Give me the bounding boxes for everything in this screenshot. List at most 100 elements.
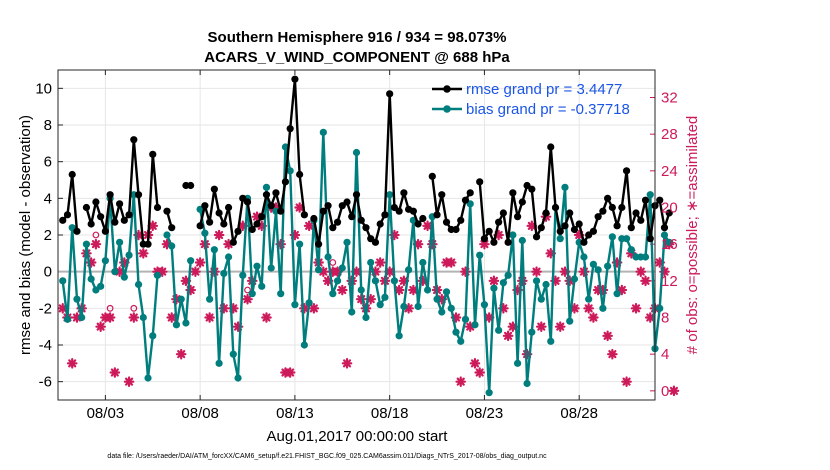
rmse-point: [187, 181, 195, 190]
rmse-point: [229, 238, 237, 246]
bias-point: [300, 341, 308, 349]
y-right-tick-label: 20: [661, 200, 678, 217]
bias-point: [144, 374, 152, 382]
bias-point: [442, 288, 451, 296]
rmse-point: [433, 211, 441, 219]
rmse-point: [532, 233, 541, 241]
bias-point: [153, 271, 162, 279]
rmse-line: [85, 138, 159, 246]
rmse-point: [115, 200, 124, 208]
x-tick-label: 08/08: [181, 405, 219, 422]
bias-point: [627, 246, 635, 254]
y-tick-label: -4: [39, 337, 52, 354]
rmse-point: [589, 227, 598, 235]
bias-point: [348, 308, 356, 316]
obs-assimilated-marker: [95, 321, 106, 332]
rmse-point: [314, 240, 323, 248]
bias-point: [381, 293, 389, 301]
y-tick-label: -6: [39, 374, 52, 391]
obs-assimilated-marker: [370, 266, 381, 277]
bias-point: [291, 301, 299, 309]
obs-assimilated-marker: [123, 376, 135, 387]
y-right-tick-label: 24: [661, 163, 678, 180]
bias-point: [234, 374, 242, 382]
rmse-point: [556, 227, 564, 235]
rmse-line: [312, 92, 424, 246]
rmse-point: [106, 191, 114, 199]
rmse-point: [92, 198, 100, 206]
obs-assimilated-marker: [640, 275, 651, 287]
rmse-point: [400, 189, 408, 197]
rmse-point: [438, 191, 446, 199]
bias-point: [115, 238, 124, 246]
bias-point: [646, 191, 654, 199]
bias-point: [206, 295, 214, 303]
x-axis-label: Aug.01,2017 00:00:00 start: [267, 428, 449, 445]
rmse-line: [61, 173, 79, 232]
rmse-point: [537, 224, 545, 232]
y-tick-label: 2: [44, 227, 52, 244]
rmse-point: [101, 227, 109, 235]
bias-point: [613, 290, 621, 298]
y-right-tick-label: 0: [661, 383, 669, 400]
rmse-point: [310, 214, 318, 223]
rmse-point: [499, 209, 507, 217]
rmse-point: [461, 196, 470, 204]
rmse-point: [73, 227, 81, 235]
bias-point: [63, 315, 72, 323]
obs-assimilated-marker: [166, 312, 178, 323]
bias-point: [405, 266, 413, 274]
rmse-point: [371, 238, 380, 246]
x-tick-label: 08/03: [87, 405, 125, 422]
rmse-point: [656, 196, 664, 204]
rmse-point: [120, 216, 128, 224]
bias-point: [101, 257, 109, 265]
bias-point: [485, 389, 493, 397]
bias-point: [82, 240, 91, 248]
rmse-point: [641, 196, 650, 204]
rmse-point: [362, 224, 370, 232]
bias-point: [476, 251, 484, 259]
bias-point: [125, 251, 133, 259]
obs-assimilated-marker: [635, 266, 647, 277]
obs-assimilated-marker: [583, 303, 594, 314]
rmse-point: [296, 170, 304, 179]
rmse-point: [348, 213, 356, 221]
obs-assimilated-marker: [607, 348, 618, 360]
bias-point: [376, 301, 384, 309]
y-right-tick-label: 28: [661, 126, 678, 143]
rmse-point: [267, 202, 275, 210]
rmse-point: [660, 224, 669, 232]
rmse-point: [622, 167, 631, 175]
rmse-point: [97, 213, 105, 221]
rmse-point: [210, 185, 218, 193]
rmse-point: [428, 172, 436, 180]
rmse-point: [111, 218, 119, 226]
bias-point: [518, 236, 526, 245]
bias-point: [338, 264, 346, 272]
rmse-point: [153, 203, 162, 212]
y-tick-labels: -6 -4 -2 0 2 4 6 8 10: [35, 80, 52, 390]
obs-assimilated-marker: [261, 312, 272, 323]
obs-assimilated-marker: [128, 312, 140, 323]
obs-assimilated-marker: [488, 275, 500, 287]
obs-assimilated-marker: [109, 367, 121, 378]
y-tick-label: -2: [39, 300, 52, 317]
obs-assimilated-marker: [483, 312, 495, 323]
rmse-point: [201, 202, 209, 210]
obs-possible-marker: [329, 259, 337, 266]
rmse-point: [518, 198, 526, 206]
y-tick-label: 6: [44, 154, 52, 171]
rmse-point: [580, 238, 588, 246]
obs-assimilated-marker: [668, 385, 680, 397]
y-right-tick-label: 8: [661, 310, 669, 327]
bias-point: [414, 302, 422, 311]
legend-rmse-label: rmse grand pr = 3.4477: [466, 81, 622, 98]
legend: rmse grand pr = 3.4477 bias grand pr = -…: [432, 81, 630, 118]
rmse-point: [220, 220, 228, 228]
bias-point: [585, 295, 593, 303]
obs-assimilated-marker: [204, 312, 215, 323]
rmse-point: [333, 218, 342, 226]
bias-point: [168, 242, 176, 250]
obs-assimilated-marker: [517, 275, 528, 287]
